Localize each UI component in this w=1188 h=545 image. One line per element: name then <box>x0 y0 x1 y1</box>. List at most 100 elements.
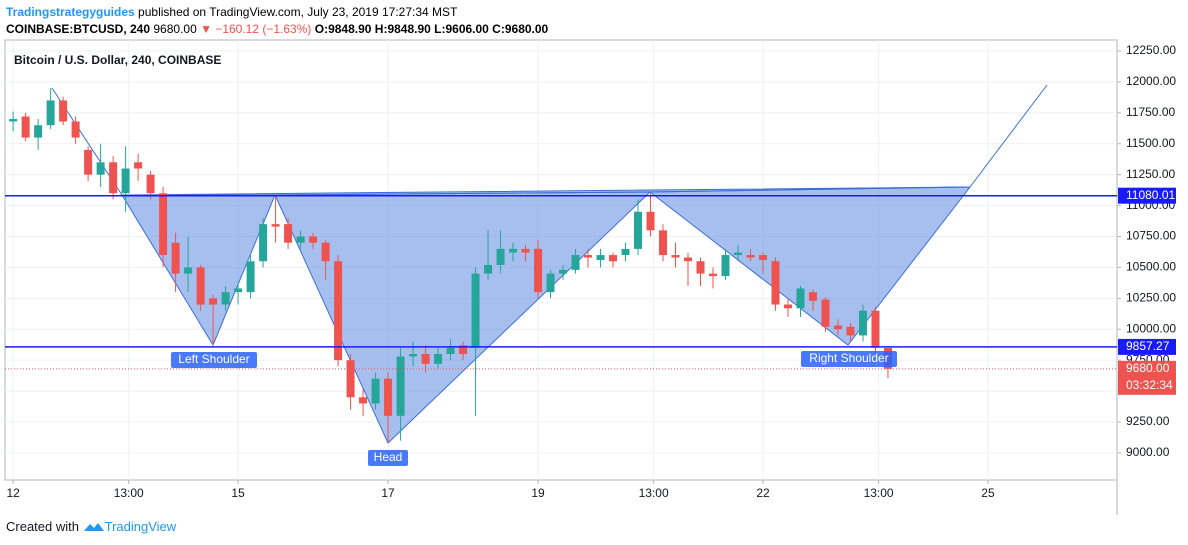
last-price-box <box>1118 360 1176 395</box>
candle-body <box>584 255 593 258</box>
candle-body <box>159 193 168 256</box>
candle-body <box>833 325 842 330</box>
candle-body <box>121 168 130 194</box>
candle-body <box>509 248 518 253</box>
candle-body <box>146 174 155 194</box>
x-tick-label: 22 <box>756 486 770 500</box>
y-tick-label: 11500.00 <box>1126 136 1175 150</box>
candle-body <box>309 236 318 243</box>
candle-body <box>521 248 530 253</box>
candle-body <box>409 353 418 357</box>
candle-body <box>284 224 293 243</box>
candle-body <box>134 162 143 169</box>
logo <box>83 523 104 531</box>
brand[interactable]: TradingView <box>104 519 177 534</box>
y-tick-label: 10000.00 <box>1126 321 1176 335</box>
candle-body <box>709 273 718 277</box>
symbol: COINBASE:BTCUSD, 240 <box>6 22 151 36</box>
annotation: Right Shoulder <box>809 351 888 365</box>
y-tick-label: 12000.00 <box>1126 74 1176 88</box>
candle-body <box>384 378 393 416</box>
candle-body <box>771 261 780 305</box>
candle-body <box>209 298 218 305</box>
chart: Bitcoin / U.S. Dollar, 240, COINBASE Lef… <box>4 39 1176 515</box>
candle-body <box>359 397 368 404</box>
candle-body <box>21 116 30 138</box>
y-tick-label: 9000.00 <box>1126 445 1170 459</box>
candle-body <box>171 242 180 274</box>
candle-body <box>259 224 268 262</box>
candle-body <box>184 267 193 274</box>
candle-body <box>334 261 343 361</box>
candle-body <box>646 211 655 231</box>
candle-body <box>596 255 605 260</box>
chart-title: Bitcoin / U.S. Dollar, 240, COINBASE <box>14 53 221 67</box>
author[interactable]: Tradingstrategyguides <box>6 5 135 19</box>
candle-body <box>446 347 455 354</box>
last-price-label: 9680.00 <box>1126 361 1170 375</box>
candle-body <box>696 261 705 274</box>
candle-body <box>546 273 555 293</box>
candle-body <box>421 353 430 364</box>
x-tick-label: 19 <box>531 486 545 500</box>
candle-body <box>496 248 505 265</box>
candle-body <box>846 326 855 336</box>
x-tick-label: 25 <box>981 486 995 500</box>
level-price-box <box>1118 338 1176 355</box>
created: Created with <box>6 519 79 534</box>
candle-body <box>671 255 680 258</box>
levels <box>5 194 1117 370</box>
candle-body <box>9 119 18 122</box>
candle-body <box>296 236 305 243</box>
y-tick-label: 10500.00 <box>1126 260 1176 274</box>
label-box <box>171 352 257 368</box>
candle-body <box>634 211 643 249</box>
y-tick-label: 12250.00 <box>1126 43 1176 57</box>
label-box <box>801 351 897 367</box>
label-box <box>368 450 408 466</box>
candle-body <box>734 252 743 256</box>
candle-body <box>271 224 280 227</box>
publish-line: Tradingstrategyguides published on Tradi… <box>6 4 548 21</box>
x-tick-label: 17 <box>381 486 395 500</box>
candle-body <box>96 162 105 175</box>
y-tick-label: 9250.00 <box>1126 414 1170 428</box>
candle-body <box>659 230 668 256</box>
candle-body <box>34 125 43 138</box>
candle-body <box>459 345 468 354</box>
annotation: Head <box>374 450 403 464</box>
candle-body <box>721 255 730 277</box>
header: Tradingstrategyguides published on Tradi… <box>6 4 548 38</box>
candle-body <box>59 100 68 122</box>
ohlc: O:9848.90 H:9848.90 L:9606.00 C:9680.00 <box>314 22 549 36</box>
candle-body <box>758 255 767 260</box>
footer: Created with TradingView <box>6 519 176 534</box>
x-tick-label: 13:00 <box>639 486 669 500</box>
y-tick-label: 10750.00 <box>1126 229 1176 243</box>
countdown: 03:32:34 <box>1126 378 1173 392</box>
y-tick-label: 10250.00 <box>1126 291 1176 305</box>
candle-body <box>484 264 493 274</box>
annotation: Left Shoulder <box>178 352 249 366</box>
candle-body <box>858 310 867 336</box>
level-price-label: 9857.27 <box>1126 339 1170 353</box>
candle-body <box>84 149 93 175</box>
candle-body <box>684 257 693 262</box>
candle-body <box>534 248 543 293</box>
change: ▼ −160.12 (−1.63%) <box>200 22 312 36</box>
candle-body <box>808 292 817 301</box>
candle-body <box>346 360 355 398</box>
price: 9680.00 <box>153 22 197 36</box>
annotation-labels: Left Shoulder Head Right Shoulder <box>171 351 897 466</box>
candle-body <box>321 242 330 262</box>
y-tick-label: 11250.00 <box>1126 167 1175 181</box>
y-tick-label: 11750.00 <box>1126 105 1175 119</box>
candle-body <box>234 288 243 293</box>
candle-body <box>796 288 805 309</box>
candle-body <box>871 310 880 348</box>
candle-body <box>246 261 255 293</box>
x-tick-label: 13:00 <box>114 486 144 500</box>
candle-body <box>471 273 480 348</box>
candle-body <box>621 248 630 256</box>
